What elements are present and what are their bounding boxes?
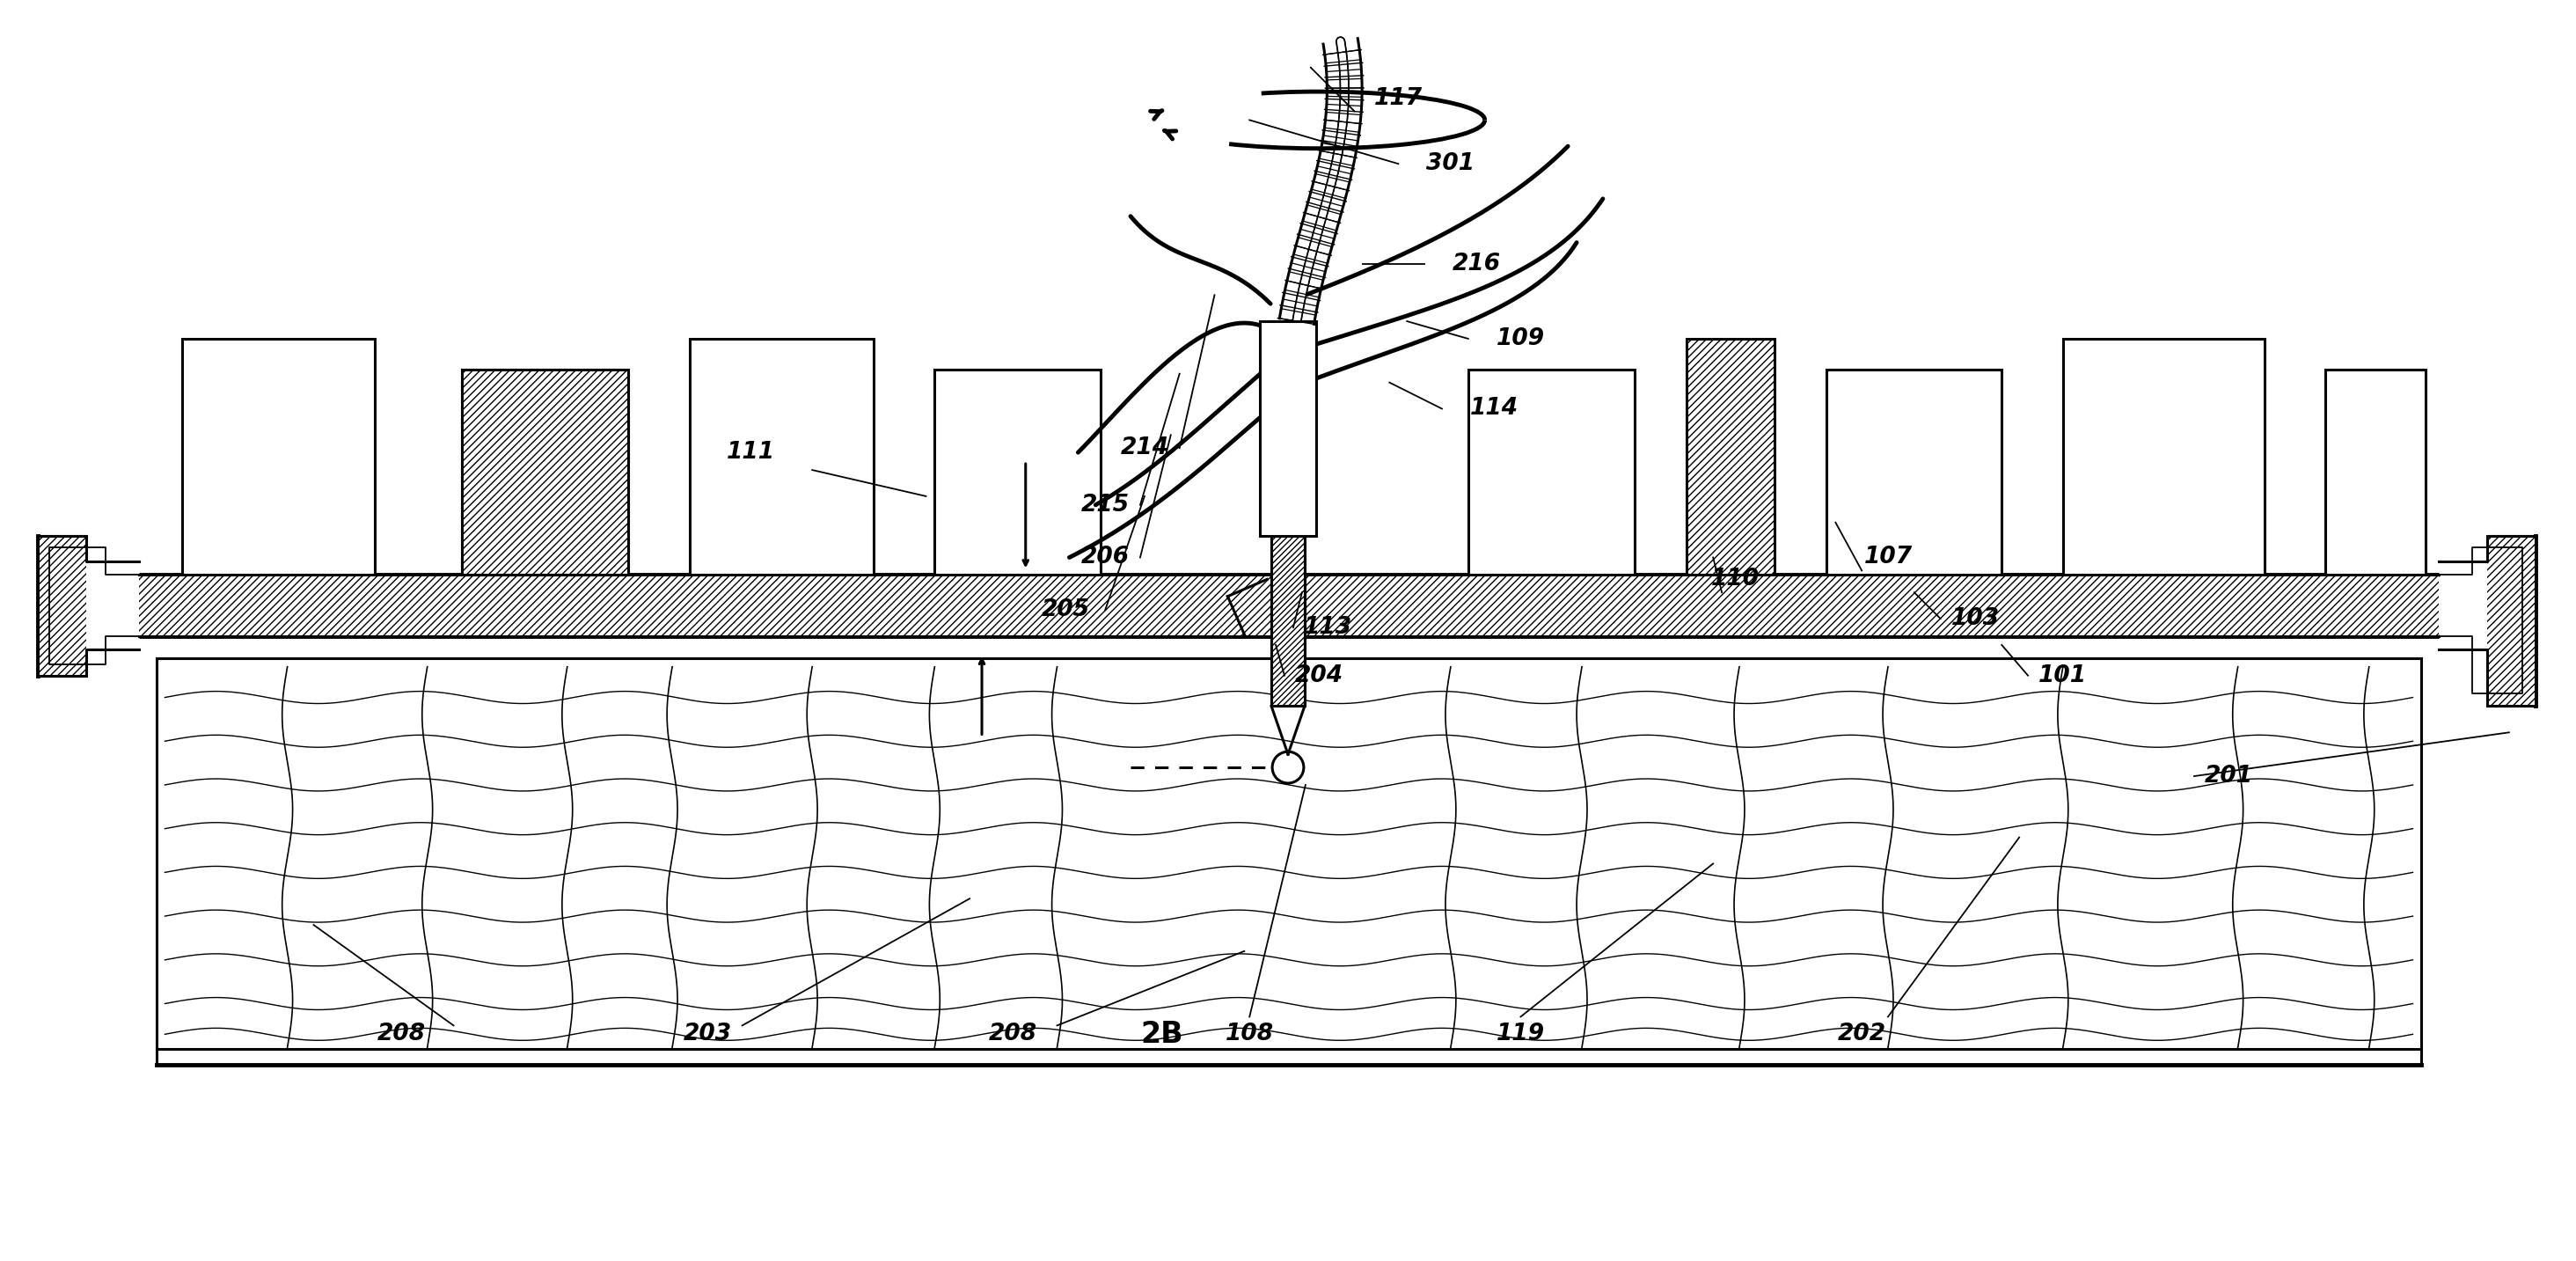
Text: 109: 109 [1497, 328, 1546, 351]
Bar [1687, 339, 1775, 575]
Text: 203: 203 [683, 1023, 732, 1045]
Text: 119: 119 [1497, 1023, 1546, 1045]
Bar [935, 369, 1100, 575]
Text: 214: 214 [1121, 436, 1170, 459]
Bar [461, 369, 629, 575]
Bar [1273, 322, 1303, 706]
Text: 204: 204 [1296, 665, 1345, 687]
Text: 107: 107 [1865, 546, 1911, 569]
Bar [2488, 536, 2535, 706]
Text: 301: 301 [1427, 153, 1476, 175]
Bar [2326, 369, 2427, 575]
Text: 110: 110 [1710, 567, 1759, 590]
Text: 111: 111 [726, 441, 775, 464]
Text: 2B: 2B [1141, 1020, 1182, 1049]
Bar [1260, 322, 1316, 536]
Text: 208: 208 [376, 1023, 425, 1045]
Bar [39, 536, 85, 676]
Text: 108: 108 [1226, 1023, 1273, 1045]
Text: 201: 201 [2205, 764, 2254, 788]
Text: 101: 101 [2038, 665, 2087, 687]
Text: 113: 113 [1303, 615, 1352, 639]
Text: 206: 206 [1082, 546, 1128, 569]
Text: 208: 208 [989, 1023, 1038, 1045]
Bar [1826, 369, 2002, 575]
Text: 216: 216 [1453, 253, 1502, 276]
Text: 205: 205 [1041, 599, 1090, 622]
Text: 117: 117 [1373, 87, 1422, 110]
Bar [2063, 339, 2264, 575]
Bar [690, 339, 873, 575]
Text: 202: 202 [1837, 1023, 1886, 1045]
Text: 215: 215 [1082, 493, 1128, 517]
Text: 103: 103 [1950, 608, 1999, 630]
Text: 114: 114 [1471, 397, 1520, 420]
Bar [1468, 369, 1633, 575]
Bar [461, 369, 629, 575]
Bar [183, 339, 376, 575]
Bar [139, 575, 2439, 637]
